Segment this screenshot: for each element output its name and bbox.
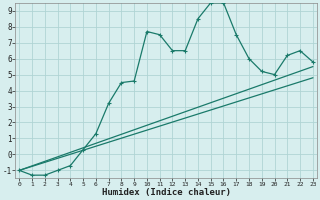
X-axis label: Humidex (Indice chaleur): Humidex (Indice chaleur) bbox=[101, 188, 231, 197]
